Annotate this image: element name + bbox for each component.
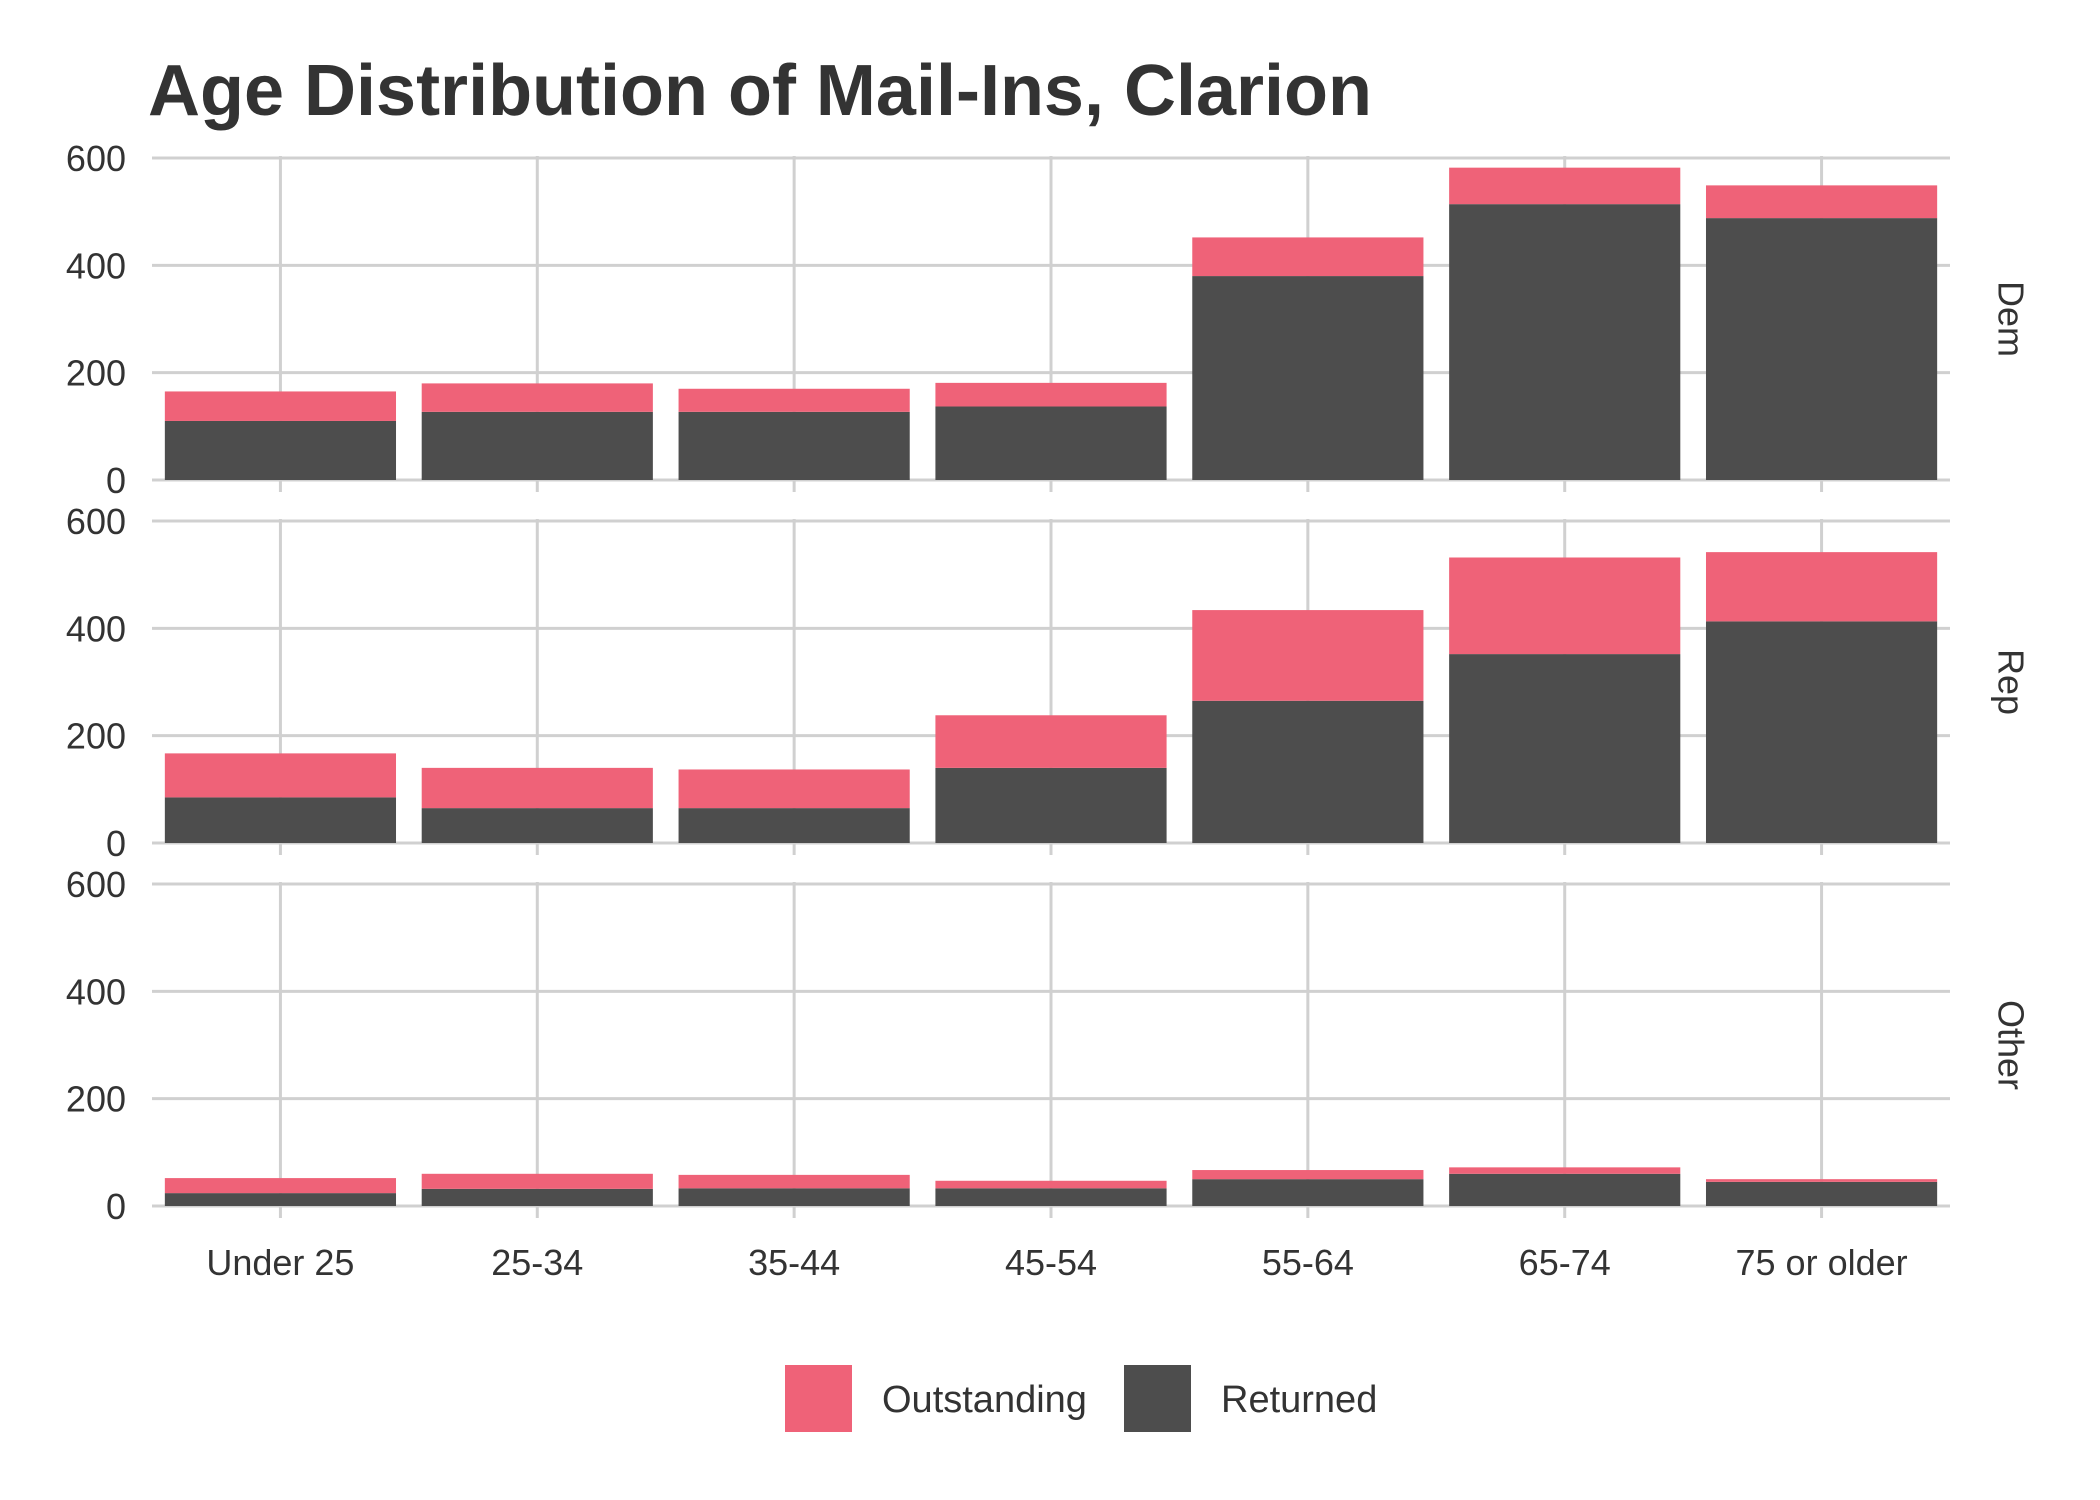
bar-outstanding-other bbox=[1705, 1179, 1938, 1182]
facet-panels: 0 200 400 600 Dem 0 200 400 600 Rep 0 200 400 600 Othe… bbox=[66, 138, 2032, 1227]
chart-title: Age Distribution of Mail-Ins, Clarion bbox=[148, 51, 1372, 131]
bar-returned-other bbox=[1705, 1181, 1938, 1206]
bar-outstanding-dem bbox=[678, 388, 910, 412]
bar-outstanding-rep bbox=[1192, 610, 1424, 701]
legend-key-returned bbox=[1124, 1365, 1191, 1432]
bar-returned-other bbox=[164, 1193, 397, 1206]
legend-label-outstanding: Outstanding bbox=[882, 1379, 1087, 1421]
bar-outstanding-other bbox=[935, 1180, 1167, 1189]
x-tick-label: 45-54 bbox=[1005, 1242, 1097, 1283]
bar-returned-rep bbox=[935, 767, 1167, 843]
x-tick-label: 25-34 bbox=[491, 1242, 583, 1283]
x-tick-label: 55-64 bbox=[1262, 1242, 1354, 1283]
bar-outstanding-dem bbox=[1705, 185, 1938, 219]
y-tick-label: 200 bbox=[66, 353, 126, 394]
bar-outstanding-other bbox=[1192, 1170, 1424, 1180]
bar-returned-rep bbox=[1192, 700, 1424, 843]
bar-returned-dem bbox=[164, 420, 397, 480]
bar-outstanding-other bbox=[421, 1173, 653, 1189]
facet-panel-other: 0 200 400 600 Other bbox=[66, 864, 2032, 1227]
legend-label-returned: Returned bbox=[1221, 1379, 1377, 1421]
facet-strip-label: Dem bbox=[1990, 281, 2031, 357]
x-tick-label: 75 or older bbox=[1736, 1242, 1908, 1283]
bar-outstanding-dem bbox=[421, 383, 653, 412]
x-tick-label: Under 25 bbox=[206, 1242, 354, 1283]
bar-returned-dem bbox=[1449, 204, 1681, 481]
bar-returned-rep bbox=[421, 808, 653, 843]
facet-panel-rep: 0 200 400 600 Rep bbox=[66, 501, 2032, 864]
bar-returned-other bbox=[421, 1188, 653, 1206]
bar-returned-dem bbox=[678, 411, 910, 480]
bar-returned-rep bbox=[678, 808, 910, 843]
y-tick-label: 400 bbox=[66, 608, 126, 649]
bar-returned-other bbox=[678, 1188, 910, 1206]
bar-returned-rep bbox=[164, 797, 397, 843]
facet-panel-dem: 0 200 400 600 Dem bbox=[66, 138, 2032, 501]
y-tick-label: 200 bbox=[66, 716, 126, 757]
bar-outstanding-dem bbox=[1192, 237, 1424, 277]
bar-returned-dem bbox=[421, 411, 653, 480]
bar-returned-dem bbox=[1192, 276, 1424, 480]
x-tick-label: 65-74 bbox=[1519, 1242, 1611, 1283]
bar-returned-rep bbox=[1705, 621, 1938, 843]
bar-outstanding-dem bbox=[164, 391, 397, 421]
bar-returned-other bbox=[1192, 1179, 1424, 1206]
bar-outstanding-other bbox=[164, 1178, 397, 1194]
x-tick-label: 35-44 bbox=[748, 1242, 840, 1283]
legend-key-outstanding bbox=[785, 1365, 852, 1432]
y-tick-label: 600 bbox=[66, 138, 126, 179]
bar-outstanding-rep bbox=[421, 767, 653, 809]
bar-outstanding-rep bbox=[1705, 552, 1938, 622]
bar-outstanding-other bbox=[1449, 1167, 1681, 1174]
y-tick-label: 0 bbox=[106, 823, 126, 864]
bar-returned-rep bbox=[1449, 654, 1681, 843]
y-tick-label: 400 bbox=[66, 971, 126, 1012]
y-tick-label: 0 bbox=[106, 460, 126, 501]
y-tick-label: 200 bbox=[66, 1079, 126, 1120]
y-tick-label: 0 bbox=[106, 1186, 126, 1227]
y-tick-label: 400 bbox=[66, 245, 126, 286]
y-tick-label: 600 bbox=[66, 501, 126, 542]
bar-returned-other bbox=[935, 1188, 1167, 1206]
bar-outstanding-rep bbox=[935, 715, 1167, 768]
y-tick-label: 600 bbox=[66, 864, 126, 905]
bar-outstanding-other bbox=[678, 1174, 910, 1189]
bar-outstanding-rep bbox=[678, 769, 910, 809]
bar-returned-dem bbox=[1705, 218, 1938, 480]
bar-outstanding-dem bbox=[935, 382, 1167, 407]
bar-outstanding-rep bbox=[1449, 557, 1681, 655]
x-axis-tick-labels: Under 25 25-34 35-44 45-54 55-64 65-74 75 or o… bbox=[206, 1242, 1907, 1283]
facet-strip-label: Rep bbox=[1990, 649, 2031, 715]
legend: Outstanding Returned bbox=[785, 1365, 1377, 1432]
bar-returned-other bbox=[1449, 1173, 1681, 1206]
facet-strip-label: Other bbox=[1990, 1000, 2031, 1090]
bar-outstanding-rep bbox=[164, 753, 397, 798]
bar-returned-dem bbox=[935, 406, 1167, 480]
bar-outstanding-dem bbox=[1449, 167, 1681, 205]
